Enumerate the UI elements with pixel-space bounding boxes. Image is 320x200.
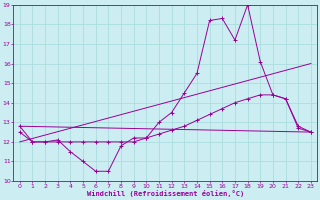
X-axis label: Windchill (Refroidissement éolien,°C): Windchill (Refroidissement éolien,°C) [87,190,244,197]
